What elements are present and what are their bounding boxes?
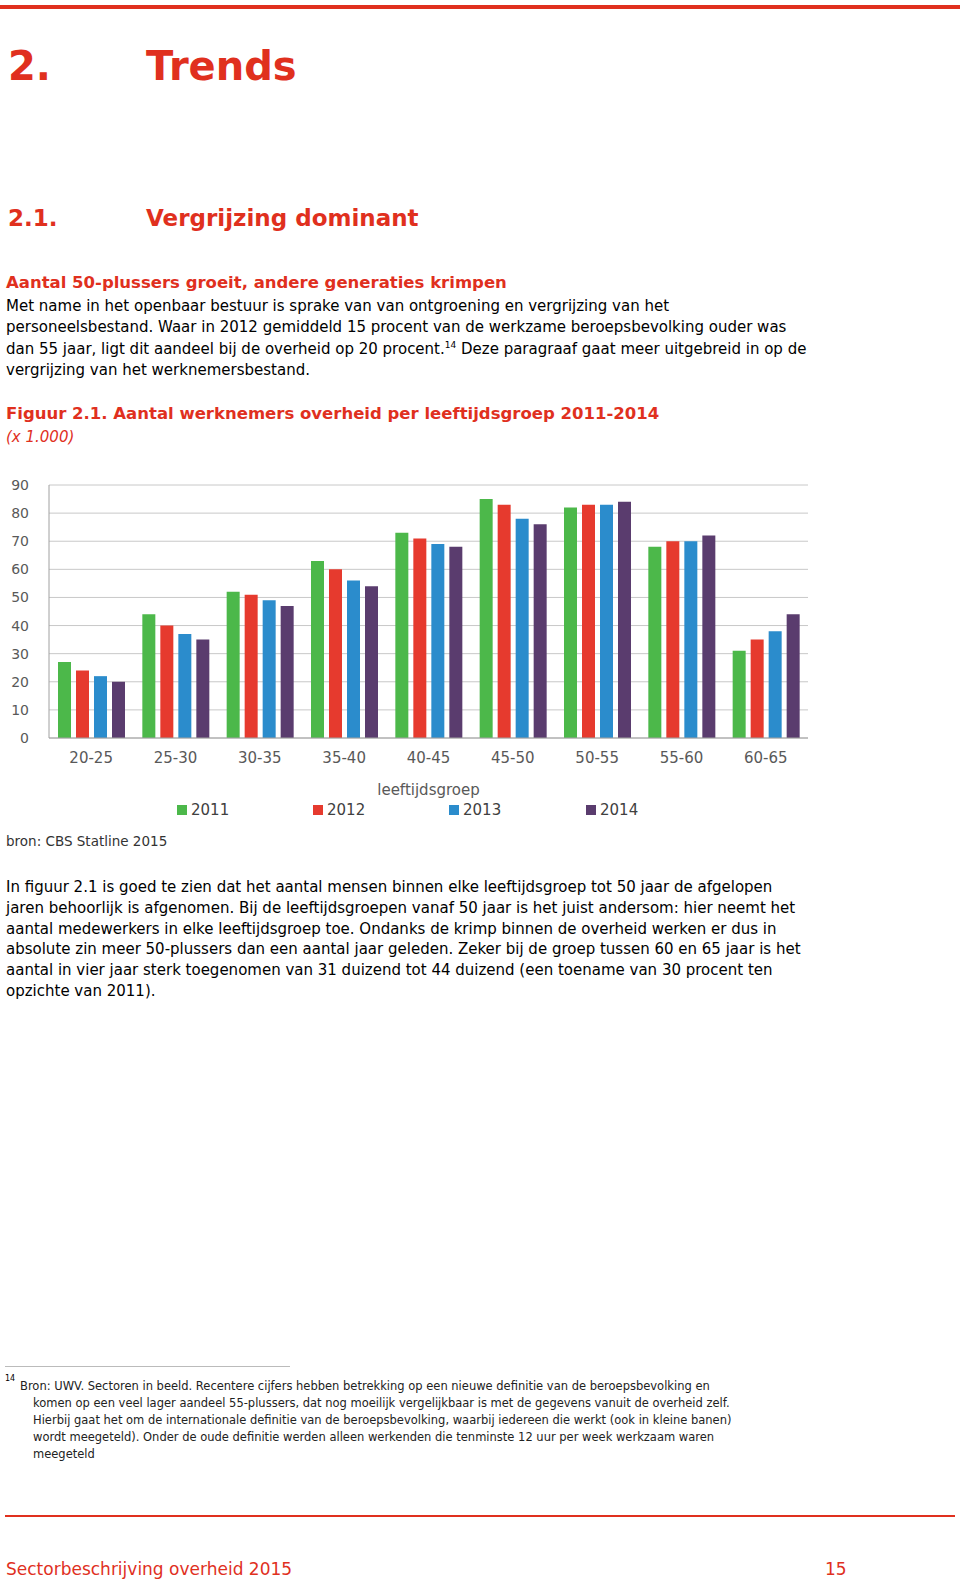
html-text:2011: 2011: [191, 801, 230, 819]
html-text:personeelsbestand. Waar in 201: personeelsbestand. Waar in 2012 gemiddel…: [6, 318, 787, 337]
html-text:2014: 2014: [600, 801, 639, 819]
html-text:bron: CBS Statline 2015: bron: CBS Statline 2015: [6, 833, 168, 849]
html-text:aantal medewerkers in elke lee: aantal medewerkers in elke leeftijdsgroe…: [6, 919, 777, 938]
html-text:dan 55 jaar, ligt dit aandeel: dan 55 jaar, ligt dit aandeel bij de ove…: [6, 339, 807, 358]
html-text:vergrijzing van het werknemers: vergrijzing van het werknemersbestand.: [6, 360, 310, 379]
svg-text:80: 80: [11, 505, 29, 521]
svg-text:10: 10: [11, 702, 29, 718]
svg-text:40-45: 40-45: [407, 749, 451, 767]
svg-text:0: 0: [20, 730, 29, 746]
svg-text:55-60: 55-60: [660, 749, 704, 767]
html-text:leeftijdsgroep: leeftijdsgroep: [377, 781, 480, 799]
svg-text:60: 60: [11, 561, 29, 577]
html-text:Aantal 50-plussers groeit, and: Aantal 50-plussers groeit, andere genera…: [6, 273, 507, 292]
html-text:2012: 2012: [327, 801, 366, 819]
svg-text:20: 20: [11, 674, 29, 690]
html-text:2013: 2013: [463, 801, 502, 819]
svg-text:40: 40: [11, 618, 29, 634]
svg-text:25-30: 25-30: [154, 749, 198, 767]
html-text:opzichte van 2011).: opzichte van 2011).: [6, 982, 156, 1000]
svg-text:30-35: 30-35: [238, 749, 282, 767]
html-text:Met name in het openbaar bestu: Met name in het openbaar bestuur is spra…: [6, 297, 669, 315]
svg-text:50: 50: [11, 589, 29, 605]
html-text:15: 15: [825, 1559, 847, 1579]
html-text:Figuur 2.1. Aantal werknemers: Figuur 2.1. Aantal werknemers overheid p…: [6, 404, 660, 423]
html-text:Trends: Trends: [146, 43, 297, 89]
svg-text:30: 30: [11, 646, 29, 662]
svg-text:45-50: 45-50: [491, 749, 535, 767]
html-text:wordt meegeteld). Onder de oud: wordt meegeteld). Onder de oude definiti…: [33, 1430, 715, 1445]
html-text:In figuur 2.1 is goed te zien: In figuur 2.1 is goed te zien dat het aa…: [6, 878, 773, 896]
html-text:absolute zin meer 50-plussers: absolute zin meer 50-plussers dan een aa…: [6, 940, 801, 959]
html-text:jaren behoorlijk is afgenomen.: jaren behoorlijk is afgenomen. Bij de le…: [6, 898, 796, 917]
svg-text:90: 90: [11, 477, 29, 493]
svg-text:20-25: 20-25: [69, 749, 113, 767]
svg-text:70: 70: [11, 533, 29, 549]
html-text:Vergrijzing dominant: Vergrijzing dominant: [146, 205, 419, 231]
svg-text:50-55: 50-55: [575, 749, 619, 767]
svg-text:60-65: 60-65: [744, 749, 788, 767]
html-text:Bron: UWV. Sectoren in beeld.: Bron: UWV. Sectoren in beeld. Recentere …: [20, 1379, 710, 1393]
html-text:2.1.: 2.1.: [8, 205, 58, 231]
html-text:aantal in vier jaar sterk toeg: aantal in vier jaar sterk toegenomen van…: [6, 961, 773, 980]
html-text:komen op een veel lager aandee: komen op een veel lager aandeel 55-pluss…: [33, 1396, 730, 1411]
html-text:meegeteld: meegeteld: [33, 1447, 95, 1462]
html-text:14: 14: [5, 1374, 16, 1383]
svg-text:35-40: 35-40: [322, 749, 366, 767]
html-text:2.: 2.: [8, 43, 51, 89]
html-text:Hierbij gaat het om de interna: Hierbij gaat het om de internationale de…: [33, 1413, 732, 1428]
html-text:(x 1.000): (x 1.000): [6, 428, 75, 446]
html-text:Sectorbeschrijving overheid 20: Sectorbeschrijving overheid 2015: [6, 1559, 293, 1579]
